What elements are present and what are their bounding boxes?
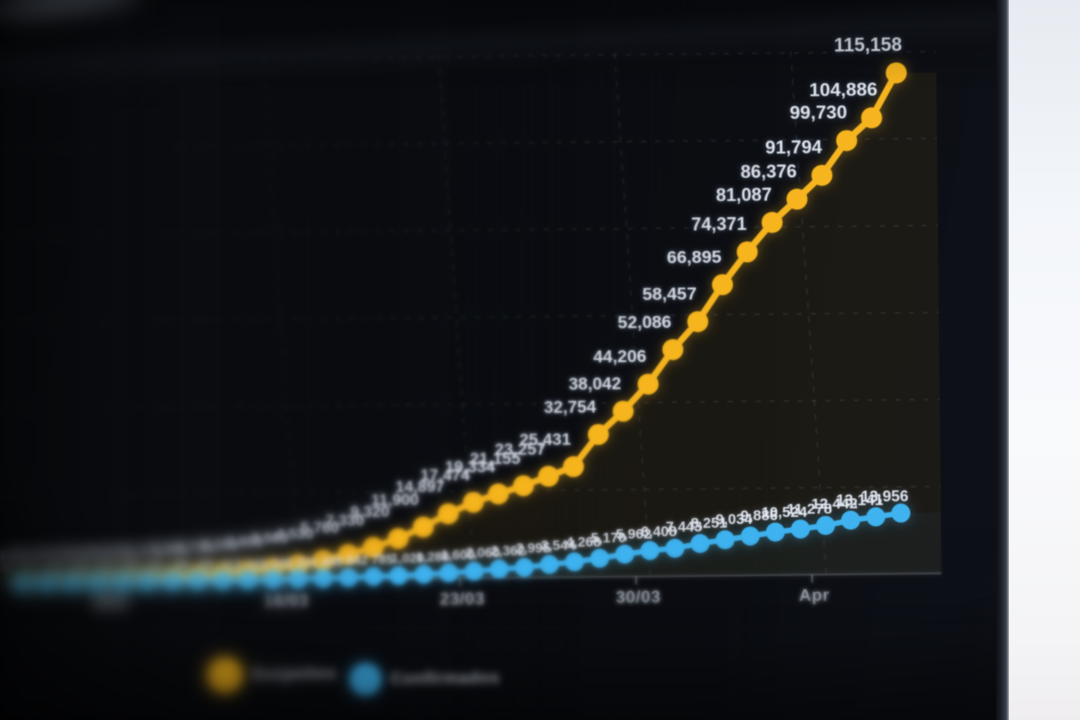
vignette-overlay [0,0,998,720]
monitor-screen: 9/0316/0323/0330/03Apr250320410520660840… [0,0,998,720]
monitor-bezel [996,0,1009,720]
desk-background [1009,0,1080,720]
